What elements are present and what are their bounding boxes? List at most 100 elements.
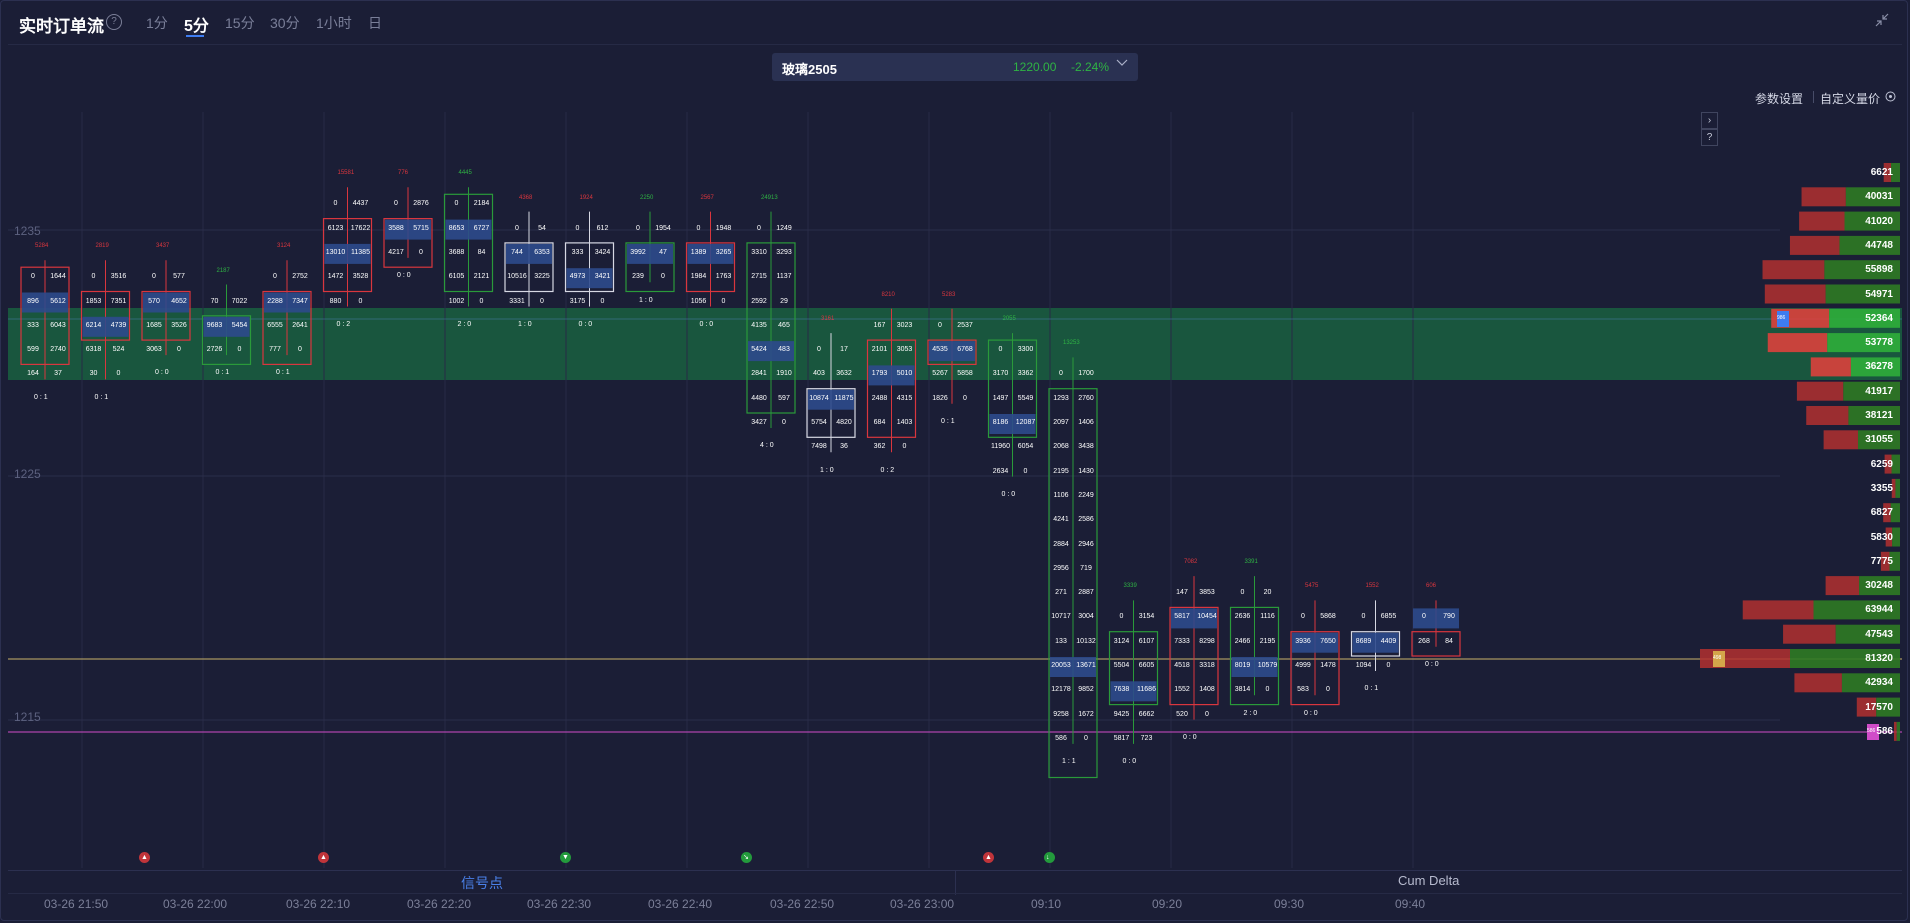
bid-volume: 1293 <box>1053 394 1069 402</box>
tab-5min[interactable]: 5分 <box>184 18 209 35</box>
ask-volume: 0 <box>963 394 967 402</box>
bid-volume: 2634 <box>992 467 1009 475</box>
bid-volume: 6555 <box>267 321 283 329</box>
ask-volume: 47 <box>659 248 667 256</box>
tab-day[interactable]: 日 <box>368 15 382 31</box>
ask-volume: 10454 <box>1197 613 1217 621</box>
imbalance-ratio: 0 : 0 <box>699 320 714 328</box>
bid-volume: 4241 <box>1053 516 1069 524</box>
bid-volume: 4518 <box>1174 662 1190 669</box>
time-axis-label: 03-26 21:50 <box>44 897 109 911</box>
bid-volume: 0 <box>757 224 761 232</box>
buy-signal-icon[interactable]: ↓ <box>1044 852 1055 863</box>
bid-volume: 3063 <box>146 346 162 354</box>
bid-volume: 880 <box>329 297 342 305</box>
profile-volume-label: 3355 <box>1870 482 1893 494</box>
bid-volume: 0 <box>31 273 35 281</box>
ask-volume: 12087 <box>1015 419 1036 426</box>
bid-volume: 1389 <box>690 248 707 256</box>
ask-volume: 1954 <box>655 224 671 232</box>
bid-volume: 6105 <box>448 273 465 281</box>
tab-1min[interactable]: 1分 <box>146 15 168 31</box>
ask-volume: 0 <box>1205 710 1209 718</box>
bid-volume: 333 <box>571 248 584 256</box>
buy-signal-icon[interactable]: ▼ <box>560 852 571 863</box>
candle-delta-label: 1552 <box>1365 583 1379 590</box>
bid-volume: 5817 <box>1113 734 1130 742</box>
profile-marker-label: 586 <box>1867 728 1876 734</box>
ask-volume: 0 <box>661 273 665 281</box>
custom-price-link[interactable]: 自定义量价 <box>1820 92 1881 106</box>
candle-delta-label: 2567 <box>700 194 714 201</box>
sell-signal-icon[interactable]: ▲ <box>983 852 994 863</box>
candle-delta-label: 606 <box>1426 583 1437 590</box>
ask-volume: 1137 <box>776 273 792 281</box>
ask-volume: 11686 <box>1137 686 1156 694</box>
cum-delta-tab[interactable]: Cum Delta <box>1398 873 1460 888</box>
imbalance-ratio: 0 : 0 <box>1001 490 1016 498</box>
ask-volume: 5868 <box>1320 613 1336 621</box>
candle-delta-label: 5283 <box>942 291 956 298</box>
bid-volume: 4999 <box>1295 662 1311 669</box>
y-axis-label-1235: 1235 <box>14 224 41 238</box>
ask-volume: 9852 <box>1078 686 1094 694</box>
candle-delta-label: 1924 <box>579 194 593 201</box>
tab-1hour[interactable]: 1小时 <box>316 15 352 31</box>
sell-signal-icon[interactable]: ▲ <box>139 852 150 863</box>
imbalance-ratio: 1 : 1 <box>1062 758 1076 766</box>
bid-volume: 2101 <box>871 346 888 354</box>
imbalance-ratio: 0 : 1 <box>34 393 48 401</box>
ask-volume: 2537 <box>957 321 973 329</box>
buy-signal-icon[interactable]: ↘ <box>741 852 752 863</box>
help-icon[interactable]: ? <box>106 14 122 30</box>
signal-points-tab[interactable]: 信号点 <box>461 875 503 891</box>
bid-volume: 362 <box>873 443 886 451</box>
bid-volume: 6318 <box>85 346 102 354</box>
bid-volume: 271 <box>1055 589 1067 597</box>
bid-volume: 2841 <box>751 370 767 378</box>
candle-delta-label: 2250 <box>640 194 654 201</box>
ask-volume: 2740 <box>50 346 66 354</box>
ask-volume: 0 <box>1084 734 1088 742</box>
profile-volume-label: 54971 <box>1865 288 1893 300</box>
profile-volume-label: 30248 <box>1865 580 1893 592</box>
ask-volume: 7650 <box>1320 637 1336 645</box>
ask-volume: 6605 <box>1138 662 1155 669</box>
ask-volume: 3632 <box>836 370 852 378</box>
ask-volume: 1478 <box>1320 662 1336 669</box>
ask-volume: 20 <box>1263 589 1272 597</box>
scroll-right-button[interactable]: › <box>1701 112 1718 129</box>
profile-volume-label: 31055 <box>1865 434 1893 446</box>
bid-volume: 164 <box>27 370 39 378</box>
time-axis-label: 09:30 <box>1274 897 1305 911</box>
imbalance-ratio: 2 : 0 <box>457 320 472 328</box>
params-settings-link[interactable]: 参数设置 <box>1755 92 1804 106</box>
settings-circle-icon[interactable] <box>1885 91 1896 105</box>
time-axis-label: 03-26 22:30 <box>527 897 592 911</box>
tab-30min[interactable]: 30分 <box>270 15 300 31</box>
bid-volume: 586 <box>1055 734 1067 742</box>
ask-volume: 0 <box>902 443 907 451</box>
bid-volume: 7498 <box>811 443 827 451</box>
help-question-button[interactable]: ? <box>1701 129 1718 146</box>
ask-volume: 0 <box>237 346 242 354</box>
ask-volume: 2184 <box>473 200 490 208</box>
profile-volume-label: 6621 <box>1870 167 1893 178</box>
time-axis-label: 03-26 23:00 <box>890 897 955 911</box>
imbalance-ratio: 0 : 1 <box>941 418 955 425</box>
collapse-icon[interactable] <box>1874 12 1890 28</box>
sell-signal-icon[interactable]: ▲ <box>318 852 329 863</box>
bid-volume: 9258 <box>1053 710 1069 718</box>
symbol-selector[interactable]: 玻璃2505 1220.00 -2.24% <box>772 53 1138 81</box>
ask-volume: 36 <box>840 443 848 451</box>
candle-delta-label: 2187 <box>216 267 230 274</box>
bid-volume: 1106 <box>1053 491 1069 499</box>
tab-15min[interactable]: 15分 <box>225 15 255 31</box>
ask-volume: 84 <box>1445 637 1453 645</box>
candle-delta-label: 2819 <box>95 243 109 250</box>
imbalance-ratio: 1 : 0 <box>518 320 532 328</box>
bid-volume: 0 <box>515 224 519 232</box>
bid-volume: 2097 <box>1053 419 1069 426</box>
toolbar-separator <box>1813 91 1814 103</box>
